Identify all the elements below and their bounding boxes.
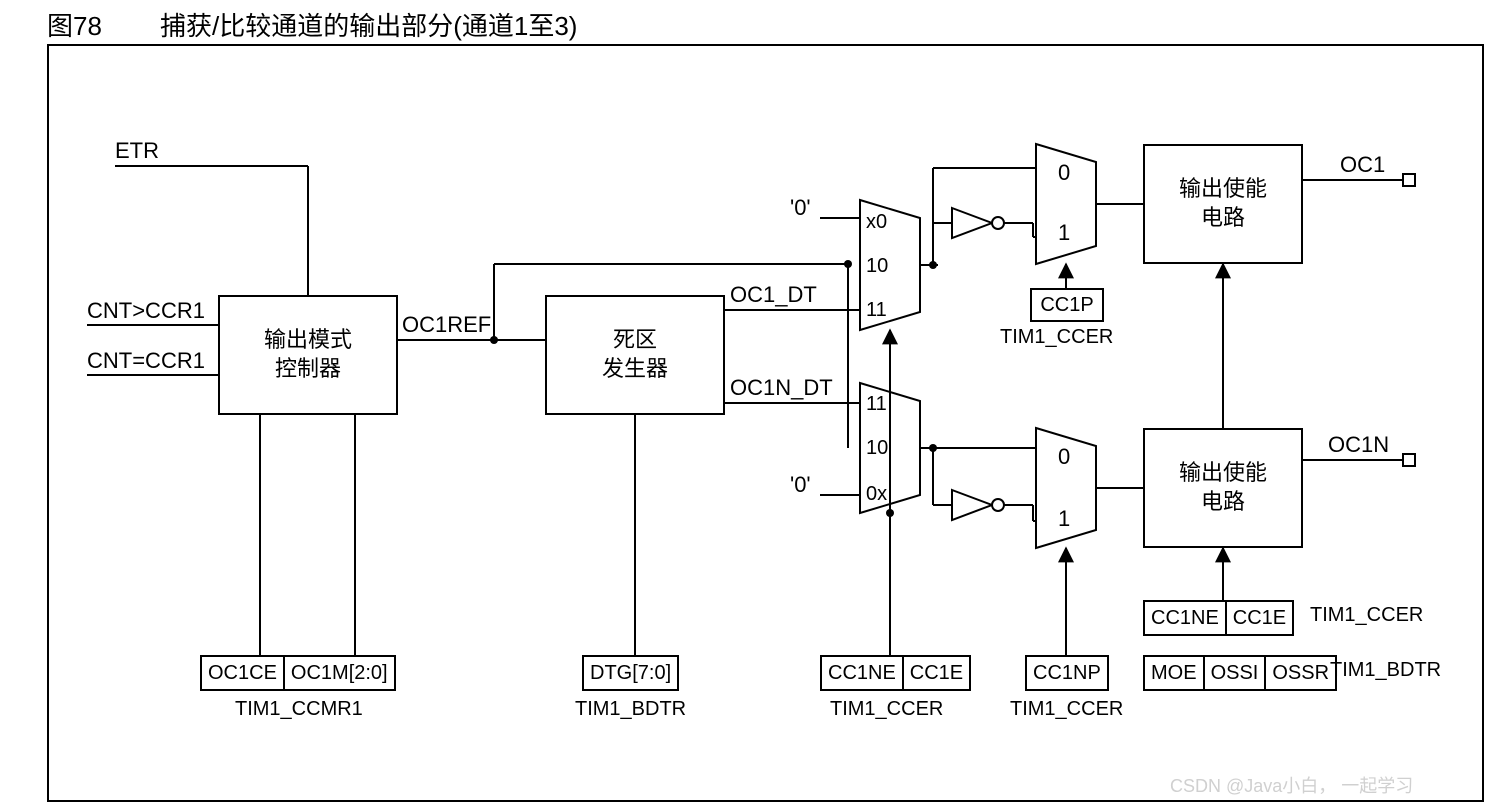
diagram-canvas: 图78 捕获/比较通道的输出部分(通道1至3) [0, 0, 1487, 805]
block-output-enable-2: 输出使能 电路 [1143, 428, 1303, 548]
label-cnt-gt: CNT>CCR1 [87, 298, 205, 324]
label-etr: ETR [115, 138, 159, 164]
svg-text:1: 1 [1058, 506, 1070, 531]
reg-ccmr1: OC1CE OC1M[2:0] [200, 655, 396, 691]
label-cnt-eq: CNT=CCR1 [87, 348, 205, 374]
block-mode-controller: 输出模式 控制器 [218, 295, 398, 415]
svg-text:10: 10 [866, 437, 888, 459]
svg-text:x0: x0 [866, 211, 887, 233]
label-tim1-ccer-cc1p: TIM1_CCER [1000, 326, 1113, 349]
label-oc1n: OC1N [1328, 432, 1389, 458]
label-oc1ref: OC1REF [402, 312, 491, 338]
reg-en-row2: MOE OSSI OSSR [1143, 655, 1337, 691]
label-tim1-bdtr: TIM1_BDTR [575, 698, 686, 721]
label-oc1-dt: OC1_DT [730, 282, 817, 308]
label-en-row2: TIM1_BDTR [1330, 659, 1441, 682]
svg-text:1: 1 [1058, 220, 1070, 245]
label-tim1-ccer-mux: TIM1_CCER [830, 698, 943, 721]
reg-cc1p: CC1P [1030, 288, 1104, 322]
reg-en-row1: CC1NE CC1E [1143, 600, 1294, 636]
block-output-enable-1: 输出使能 电路 [1143, 144, 1303, 264]
label-en-row1: TIM1_CCER [1310, 604, 1423, 627]
svg-text:0x: 0x [866, 483, 887, 505]
block-deadtime-generator: 死区 发生器 [545, 295, 725, 415]
label-tim1-ccer-cc1np: TIM1_CCER [1010, 698, 1123, 721]
watermark: CSDN @Java小白， 一起学习 [1170, 772, 1413, 798]
svg-text:0: 0 [1058, 444, 1070, 469]
svg-text:11: 11 [866, 299, 887, 321]
label-zero-top: '0' [790, 195, 811, 221]
reg-bdtr-dtg: DTG[7:0] [582, 655, 679, 691]
svg-text:11: 11 [866, 393, 887, 415]
reg-cc1np: CC1NP [1025, 655, 1109, 691]
svg-text:10: 10 [866, 255, 888, 277]
label-oc1: OC1 [1340, 152, 1385, 178]
reg-ccer-mux: CC1NE CC1E [820, 655, 971, 691]
label-zero-bot: '0' [790, 472, 811, 498]
label-tim1-ccmr1: TIM1_CCMR1 [235, 698, 363, 721]
svg-text:0: 0 [1058, 160, 1070, 185]
label-oc1n-dt: OC1N_DT [730, 375, 833, 401]
